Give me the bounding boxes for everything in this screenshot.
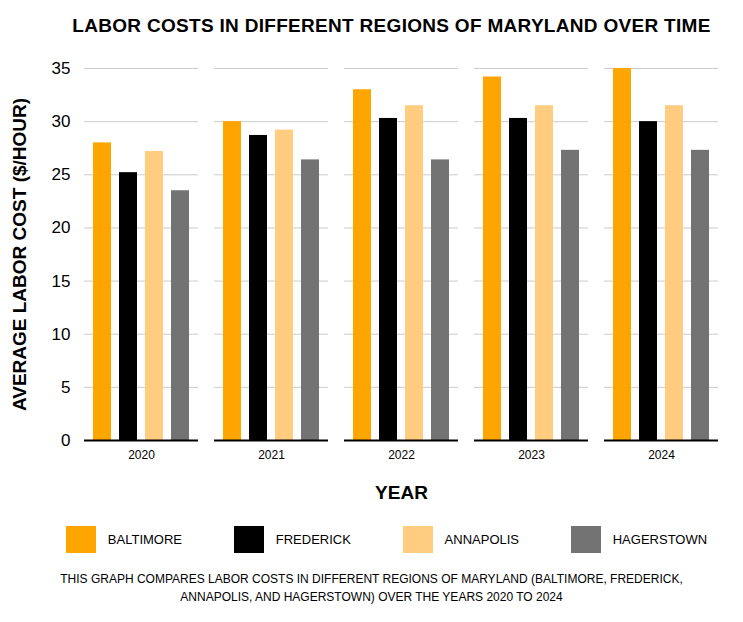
svg-text:20: 20 (52, 218, 71, 237)
html-text:BALTIMORE: BALTIMORE (107, 531, 182, 547)
svg-text:10: 10 (52, 325, 71, 344)
html-text:LABOR COSTS IN DIFFERENT REGIO: LABOR COSTS IN DIFFERENT REGIONS OF MARY… (72, 15, 711, 36)
svg-text:0: 0 (61, 431, 70, 450)
svg-text:15: 15 (52, 272, 71, 291)
svg-text:5: 5 (61, 378, 70, 397)
svg-text:2021: 2021 (258, 448, 285, 462)
html-text:ANNAPOLIS: ANNAPOLIS (444, 531, 519, 547)
svg-text:2024: 2024 (648, 448, 675, 462)
svg-text:2023: 2023 (518, 448, 545, 462)
svg-text:AVERAGE LABOR COST ($/HOUR): AVERAGE LABOR COST ($/HOUR) (9, 98, 30, 411)
html-text:THIS GRAPH COMPARES LABOR COST: THIS GRAPH COMPARES LABOR COSTS IN DIFFE… (60, 572, 683, 604)
svg-text:30: 30 (52, 112, 71, 131)
svg-text:YEAR: YEAR (375, 482, 428, 503)
html-text:HAGERSTOWN: HAGERSTOWN (612, 531, 708, 547)
svg-text:35: 35 (52, 59, 71, 78)
svg-text:25: 25 (52, 165, 71, 184)
html-text:FREDERICK: FREDERICK (275, 531, 351, 547)
svg-text:2022: 2022 (388, 448, 415, 462)
svg-text:2020: 2020 (128, 448, 155, 462)
